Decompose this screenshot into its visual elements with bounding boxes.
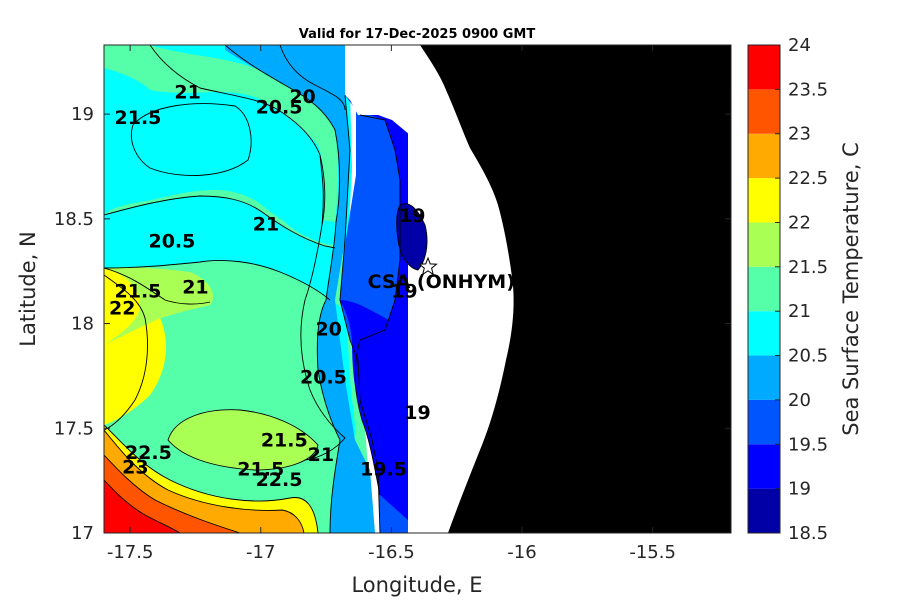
contour-line-21-5-south (167, 409, 319, 471)
contour-label: 19 (391, 281, 417, 303)
contour-line-21-north (149, 45, 326, 226)
contour-line-22-b (104, 424, 319, 533)
colorbar-frame (747, 44, 781, 534)
y-axis: 17 17.5 18 18.5 19 (54, 104, 731, 544)
y-tick-label: 17.5 (54, 418, 94, 439)
colorbar-band (748, 311, 780, 356)
contour-label: 22 (109, 297, 135, 319)
contour-line-21-5-north (130, 103, 252, 176)
contour-label: 22.5 (256, 469, 303, 491)
colorbar-tick-label: 22 (788, 212, 811, 233)
colorbar-tick-label: 21 (788, 301, 811, 322)
colorbar-band (748, 178, 780, 223)
contour-label: 21.5 (115, 281, 162, 303)
contour-line-20-5-north (224, 45, 341, 223)
contour-label: 20.5 (256, 96, 303, 118)
y-axis-label: Latitude, N (16, 231, 40, 347)
no-data-strip (345, 45, 514, 533)
sst-band-23-5 (104, 480, 180, 533)
contour-label: 20 (315, 318, 341, 340)
x-tick-label: -16 (507, 542, 536, 563)
sst-band-20 (225, 45, 375, 533)
colorbar-band (748, 222, 780, 267)
colorbar-tick-label: 23.5 (788, 79, 828, 100)
contour-line-20-north (279, 45, 346, 111)
contour-label: 19.5 (360, 459, 407, 481)
sst-band-20-5-north (104, 45, 352, 245)
contour-line-21-5-central (104, 267, 211, 305)
x-tick-label: -17 (246, 542, 275, 563)
contour-line-22-5 (104, 429, 305, 533)
contour-label: 21.5 (261, 429, 308, 451)
colorbar-tick-label: 21.5 (788, 257, 828, 278)
colorbar-tick-label: 19.5 (788, 434, 828, 455)
colorbar-band (748, 399, 780, 445)
land-mass (420, 45, 731, 533)
station-label: CSA (ONHYM) FPL EBS (368, 271, 609, 293)
chart-title: Valid for 17-Dec-2025 0900 GMT (299, 27, 536, 42)
contour-line-20-coastal (316, 221, 341, 533)
sst-band-20-5-central (104, 196, 335, 300)
contour-line-21-east (300, 154, 346, 461)
sst-band-22 (104, 268, 318, 533)
contour-label: 19 (404, 402, 430, 424)
colorbar-tick-label: 22.5 (788, 168, 828, 189)
x-axis: -17.5 -17 -16.5 -16 -15.5 (107, 45, 676, 563)
colorbar-band (748, 488, 780, 533)
y-tick-label: 19 (71, 104, 94, 125)
contour-line-20-5-central-b (104, 260, 331, 301)
colorbar-band (748, 133, 780, 179)
station-star-icon[interactable] (418, 256, 438, 276)
contour-label: 19 (399, 205, 425, 227)
contour-line-18-5 (396, 203, 428, 271)
contour-line-22 (104, 274, 148, 431)
contour-label: 21 (174, 82, 200, 104)
contour-label: 20 (289, 86, 315, 108)
contour-label: 21.5 (115, 107, 162, 129)
contour-line-23-5 (104, 479, 181, 533)
colorbar-band (748, 89, 780, 134)
contour-line-19-5-coastal (339, 94, 381, 533)
colorbar-tick-label: 20.5 (788, 346, 828, 367)
colorbar-band (748, 355, 780, 400)
contour-label: 21 (308, 444, 334, 466)
colorbar-band (748, 444, 780, 489)
x-tick-label: -15.5 (629, 542, 676, 563)
contour-line-20-5-central (104, 195, 336, 249)
contour-line-19-coastal (354, 114, 401, 496)
contour-line-23 (104, 454, 241, 533)
contour-label: 20.5 (300, 367, 347, 389)
y-tick-label: 18 (71, 314, 94, 335)
station-marker-group: CSA (ONHYM) FPL EBS (368, 256, 609, 293)
colorbar-band (748, 45, 780, 90)
contour-lines (104, 45, 428, 533)
colorbar-label: Sea Surface Temperature, C (839, 142, 863, 436)
x-tick-label: -17.5 (107, 542, 154, 563)
x-tick-label: -16.5 (368, 542, 415, 563)
contour-label: 20.5 (148, 230, 195, 252)
y-tick-label: 17 (71, 523, 94, 544)
colorbar-tick-label: 18.5 (788, 523, 828, 544)
contour-label: 21 (182, 276, 208, 298)
contour-label: 21.5 (237, 459, 284, 481)
colorbar-tick-label: 23 (788, 124, 811, 145)
colorbar: 18.5 19 19.5 20 20.5 21 21.5 22 22.5 23 23.5 24 (747, 35, 828, 544)
colorbar-tick-label: 19 (788, 479, 811, 500)
contour-label: 22.5 (125, 442, 172, 464)
colorbar-tick-label: 20 (788, 390, 811, 411)
colorbar-band (748, 266, 780, 312)
contour-label: 23 (122, 457, 148, 479)
sst-band-21-5-south (168, 409, 318, 470)
contour-label: 21 (253, 214, 279, 236)
plot-frame (103, 44, 732, 534)
x-axis-label: Longitude, E (351, 573, 482, 597)
y-tick-label: 18.5 (54, 209, 94, 230)
sst-band-18-5 (396, 203, 428, 270)
colorbar-tick-label: 24 (788, 35, 811, 56)
sst-field (104, 45, 428, 533)
